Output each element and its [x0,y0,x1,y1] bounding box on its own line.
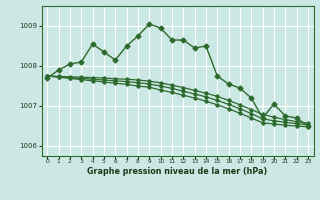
X-axis label: Graphe pression niveau de la mer (hPa): Graphe pression niveau de la mer (hPa) [87,167,268,176]
